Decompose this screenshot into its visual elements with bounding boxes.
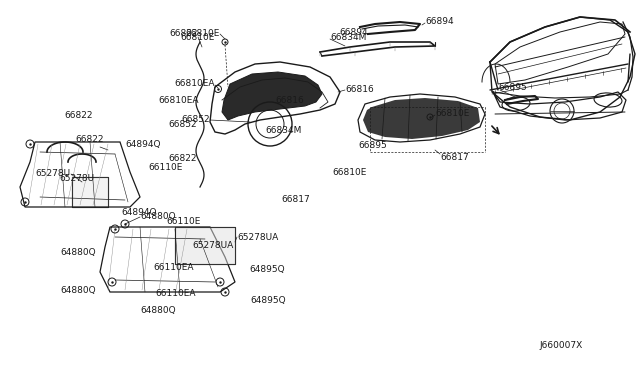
Text: 66816: 66816	[275, 96, 304, 105]
Polygon shape	[363, 98, 480, 139]
Text: 66110EA: 66110EA	[154, 263, 194, 272]
Polygon shape	[175, 227, 235, 264]
Text: 65278U: 65278U	[60, 174, 95, 183]
Text: 64880Q: 64880Q	[61, 248, 97, 257]
Text: 65278UA: 65278UA	[192, 241, 233, 250]
Text: 66852: 66852	[181, 115, 210, 125]
Text: 66810EA: 66810EA	[175, 80, 215, 89]
Text: 66110EA: 66110EA	[155, 289, 195, 298]
Text: 66822: 66822	[170, 29, 198, 38]
Text: 66817: 66817	[440, 153, 468, 161]
Text: 66810EA: 66810EA	[158, 96, 198, 105]
Text: 66816: 66816	[345, 86, 374, 94]
Text: 66822: 66822	[168, 154, 197, 163]
Polygon shape	[222, 72, 322, 120]
Text: 66110E: 66110E	[148, 163, 182, 171]
Text: 66852: 66852	[168, 120, 197, 129]
Text: 66817: 66817	[282, 195, 310, 203]
Text: 64895Q: 64895Q	[250, 295, 285, 305]
Text: 66822: 66822	[75, 135, 104, 144]
Text: 64894Q: 64894Q	[125, 140, 161, 148]
Text: J660007X: J660007X	[539, 341, 582, 350]
Text: 66834M: 66834M	[266, 126, 302, 135]
Text: 66810E: 66810E	[435, 109, 469, 119]
Text: 66110E: 66110E	[166, 217, 201, 226]
Text: 64880Q: 64880Q	[141, 306, 177, 315]
Text: 64895Q: 64895Q	[250, 265, 285, 274]
Text: 64894Q: 64894Q	[122, 208, 157, 217]
Text: 64880Q: 64880Q	[60, 285, 95, 295]
Text: 66810E: 66810E	[186, 29, 220, 38]
Text: 66810E: 66810E	[333, 169, 367, 177]
Text: 65278UA: 65278UA	[237, 232, 278, 241]
Text: 66822: 66822	[64, 111, 93, 120]
Polygon shape	[72, 177, 108, 207]
Text: 66895: 66895	[358, 141, 387, 150]
Text: 64880Q: 64880Q	[140, 212, 175, 221]
Text: 66895: 66895	[498, 83, 527, 92]
Text: 65278U: 65278U	[35, 170, 70, 179]
Text: 66894: 66894	[339, 28, 368, 37]
Text: 66834M: 66834M	[330, 32, 366, 42]
Text: 66894: 66894	[425, 17, 454, 26]
Text: 66810E: 66810E	[180, 33, 214, 42]
